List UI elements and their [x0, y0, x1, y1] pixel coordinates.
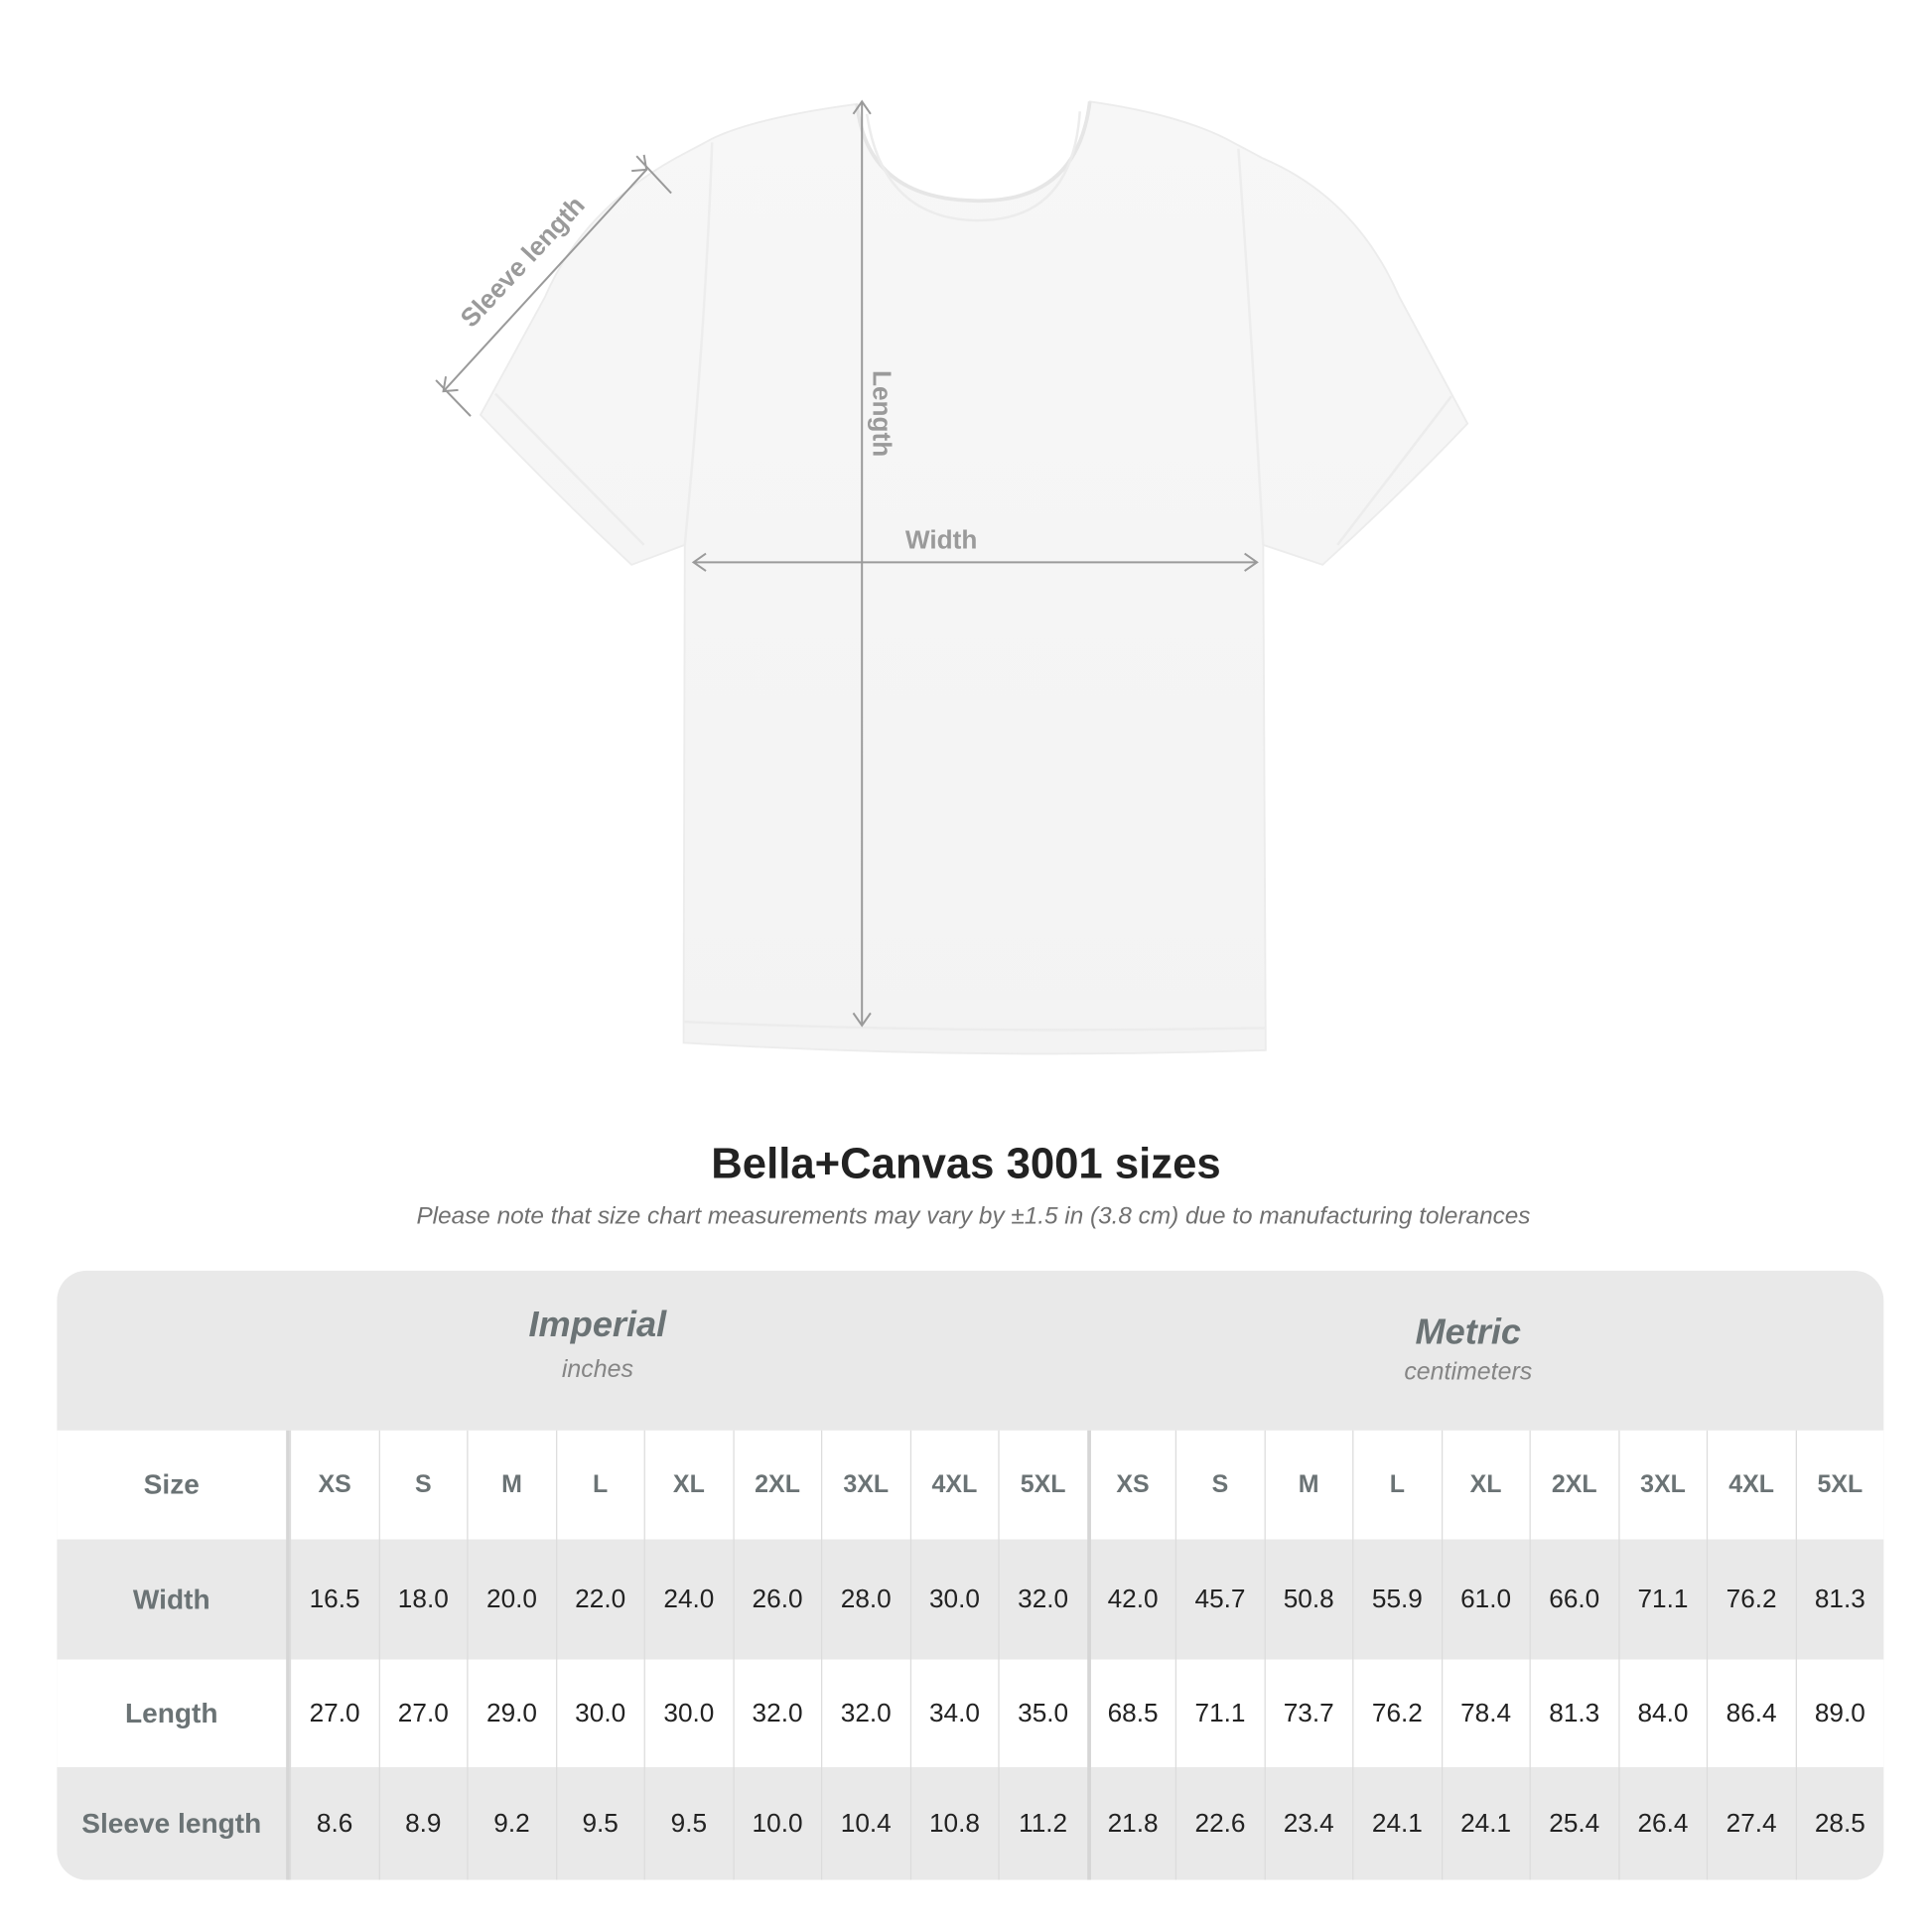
metric-value-cell: 26.4 [1617, 1767, 1707, 1880]
size-column-header: 2XL [1529, 1430, 1618, 1540]
imperial-value-cell: 27.0 [378, 1659, 468, 1768]
width-annotation: Width [904, 526, 978, 555]
imperial-value-cell: 32.0 [998, 1539, 1087, 1660]
imperial-value-cell: 10.8 [909, 1767, 999, 1880]
metric-value-cell: 66.0 [1529, 1539, 1618, 1660]
metric-value-cell: 61.0 [1441, 1539, 1530, 1660]
imperial-header: Imperial inches [290, 1306, 905, 1385]
metric-value-cell: 24.1 [1352, 1767, 1442, 1880]
metric-title: Metric [1415, 1312, 1522, 1353]
imperial-value-cell: 22.0 [555, 1539, 644, 1660]
tolerance-note: Please note that size chart measurements… [416, 1202, 1531, 1230]
imperial-value-cell: 10.0 [732, 1767, 822, 1880]
imperial-unit: inches [561, 1355, 633, 1384]
size-column-header: XL [1441, 1430, 1530, 1540]
size-column-header: L [555, 1430, 644, 1540]
metric-value-cell: 76.2 [1706, 1539, 1796, 1660]
tshirt-diagram [435, 99, 1469, 1055]
metric-value-cell: 81.3 [1529, 1659, 1618, 1768]
length-arrow [852, 99, 872, 1028]
imperial-value-cell: 35.0 [998, 1659, 1087, 1768]
size-column-header: XS [1086, 1430, 1175, 1540]
length-annotation: Length [867, 369, 896, 458]
size-column-header: 2XL [732, 1430, 822, 1540]
imperial-value-cell: 27.0 [289, 1659, 379, 1768]
imperial-value-cell: 11.2 [998, 1767, 1087, 1880]
size-table: Imperial inches Metric centimeters Size X… [57, 1270, 1884, 1880]
metric-value-cell: 71.1 [1617, 1539, 1707, 1660]
imperial-value-cell: 29.0 [467, 1659, 556, 1768]
imperial-value-cell: 9.2 [467, 1767, 556, 1880]
imperial-value-cell: 24.0 [643, 1539, 733, 1660]
imperial-title: Imperial [528, 1305, 667, 1345]
size-column-header: 5XL [998, 1430, 1087, 1540]
size-column-header: XL [643, 1430, 733, 1540]
metric-value-cell: 71.1 [1174, 1659, 1264, 1768]
size-column-header: 4XL [1706, 1430, 1796, 1540]
metric-value-cell: 81.3 [1795, 1539, 1884, 1660]
imperial-value-cell: 30.0 [643, 1659, 733, 1768]
size-header: Size [57, 1430, 290, 1540]
imperial-value-cell: 9.5 [555, 1767, 644, 1880]
metric-value-cell: 76.2 [1352, 1659, 1442, 1768]
size-column-header: L [1352, 1430, 1442, 1540]
imperial-value-cell: 32.0 [821, 1659, 910, 1768]
imperial-value-cell: 20.0 [467, 1539, 556, 1660]
imperial-value-cell: 10.4 [821, 1767, 910, 1880]
metric-value-cell: 50.8 [1263, 1539, 1353, 1660]
metric-value-cell: 42.0 [1086, 1539, 1175, 1660]
imperial-value-cell: 32.0 [732, 1659, 822, 1768]
size-column-header: 3XL [821, 1430, 910, 1540]
imperial-value-cell: 26.0 [732, 1539, 822, 1660]
metric-value-cell: 23.4 [1263, 1767, 1353, 1880]
size-column-header: M [467, 1430, 556, 1540]
width-arrow [691, 552, 1259, 572]
imperial-value-cell: 18.0 [378, 1539, 468, 1660]
metric-value-cell: 24.1 [1441, 1767, 1530, 1880]
size-column-header: XS [289, 1430, 379, 1540]
metric-unit: centimeters [1404, 1358, 1533, 1386]
imperial-value-cell: 28.0 [821, 1539, 910, 1660]
metric-value-cell: 84.0 [1617, 1659, 1707, 1768]
size-column-header: S [378, 1430, 468, 1540]
row-label: Width [57, 1539, 290, 1660]
metric-header: Metric centimeters [1087, 1312, 1849, 1387]
imperial-value-cell: 34.0 [909, 1659, 999, 1768]
metric-value-cell: 28.5 [1795, 1767, 1884, 1880]
metric-value-cell: 73.7 [1263, 1659, 1353, 1768]
row-label: Length [57, 1659, 290, 1768]
size-column-header: 3XL [1617, 1430, 1707, 1540]
sleeve-arrow [435, 154, 672, 417]
metric-value-cell: 89.0 [1795, 1659, 1884, 1768]
metric-value-cell: 68.5 [1086, 1659, 1175, 1768]
size-column-header: 5XL [1795, 1430, 1884, 1540]
row-label: Sleeve length [57, 1767, 290, 1880]
imperial-value-cell: 30.0 [909, 1539, 999, 1660]
size-column-header: S [1174, 1430, 1264, 1540]
imperial-value-cell: 9.5 [643, 1767, 733, 1880]
metric-value-cell: 21.8 [1086, 1767, 1175, 1880]
metric-value-cell: 22.6 [1174, 1767, 1264, 1880]
imperial-value-cell: 16.5 [289, 1539, 379, 1660]
size-column-header: 4XL [909, 1430, 999, 1540]
metric-value-cell: 78.4 [1441, 1659, 1530, 1768]
imperial-value-cell: 30.0 [555, 1659, 644, 1768]
tshirt-shape [479, 100, 1469, 1055]
size-column-header: M [1263, 1430, 1353, 1540]
imperial-value-cell: 8.6 [289, 1767, 379, 1880]
metric-value-cell: 86.4 [1706, 1659, 1796, 1768]
metric-value-cell: 45.7 [1174, 1539, 1264, 1660]
metric-value-cell: 55.9 [1352, 1539, 1442, 1660]
metric-value-cell: 25.4 [1529, 1767, 1618, 1880]
page-title: Bella+Canvas 3001 sizes [711, 1139, 1221, 1188]
imperial-value-cell: 8.9 [378, 1767, 468, 1880]
size-grid: Size XS S M L XL 2XL 3XL 4XL 5XL XS S M L XL 2XL 3XL 4XL 5… [57, 1430, 1884, 1880]
metric-value-cell: 27.4 [1706, 1767, 1796, 1880]
